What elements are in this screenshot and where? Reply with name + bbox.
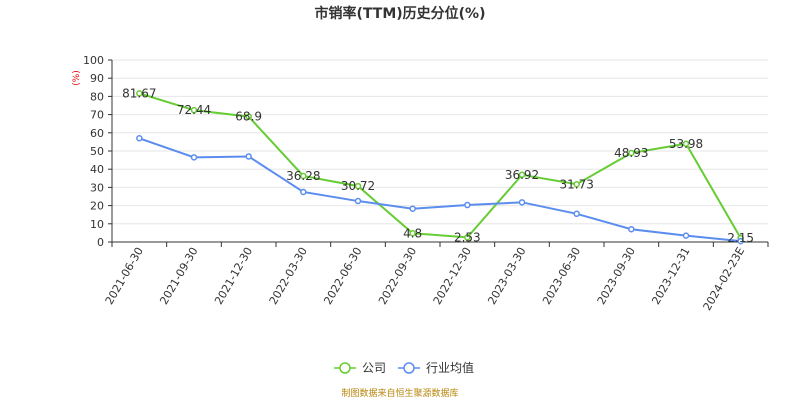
x-tick-label-2023-12-31: 2023-12-31 xyxy=(649,245,692,307)
axes: 0 10 20 30 40 50 60 70 80 90 100 2021-06-30 2021-09-… xyxy=(83,54,769,313)
company-point-3 xyxy=(300,172,307,180)
x-tick-label-2022-06-30: 2022-06-30 xyxy=(321,245,364,307)
company-data-label-8: 31.73 xyxy=(559,177,593,191)
legend-marker-icon xyxy=(403,362,415,374)
industry-average-point-5 xyxy=(409,205,416,212)
legend-label: 公司 xyxy=(362,361,386,375)
industry-average-point-8 xyxy=(573,210,580,218)
series-lines xyxy=(136,90,744,245)
x-tick-label-2023-09-30: 2023-09-30 xyxy=(595,245,638,307)
company-data-label-5: 4.8 xyxy=(403,226,422,240)
x-tick-label-2021-12-30: 2021-12-30 xyxy=(212,245,255,307)
y-tick-label-70: 70 xyxy=(90,109,104,122)
company-point-2 xyxy=(245,113,252,120)
source-note: 制图数据来自恒生聚源数据库 xyxy=(341,387,458,399)
industry-average-line xyxy=(139,137,741,243)
y-tick-label-0: 0 xyxy=(97,236,104,249)
company-point-1 xyxy=(190,106,198,114)
company-point-7 xyxy=(518,171,526,179)
company-data-label-10: 53.98 xyxy=(669,137,703,151)
company-point-4 xyxy=(354,182,362,190)
legend-marker-icon xyxy=(339,362,351,374)
y-tick-label-20: 20 xyxy=(90,200,104,213)
series-company xyxy=(136,90,744,242)
y-tick-label-10: 10 xyxy=(90,218,104,231)
industry-average-point-2 xyxy=(245,153,252,160)
company-data-label-9: 48.93 xyxy=(614,146,648,160)
industry-average-point-7 xyxy=(518,199,526,206)
industry-average-point-9 xyxy=(628,226,635,233)
legend-item-industry-average[interactable]: 行业均值 xyxy=(398,360,474,375)
legend-label: 行业均值 xyxy=(426,360,474,375)
data-labels: 81.67 72.44 68.9 36.28 30.72 4.8 2.53 36.92 31.7… xyxy=(122,86,754,245)
company-data-label-3: 36.28 xyxy=(286,169,320,183)
industry-average-point-1 xyxy=(190,154,198,161)
y-tick-label-80: 80 xyxy=(90,90,104,103)
company-point-10 xyxy=(682,140,690,148)
x-tick-label-2024-02-23E: 2024-02-23E xyxy=(701,245,748,313)
legend[interactable]: 公司 行业均值 xyxy=(334,360,474,375)
company-point-6 xyxy=(464,234,471,241)
x-tick-label-2021-06-30: 2021-06-30 xyxy=(103,245,146,307)
industry-average-point-3 xyxy=(300,188,307,196)
company-data-label-4: 30.72 xyxy=(341,179,375,193)
x-tick-label-2022-03-30: 2022-03-30 xyxy=(267,245,310,307)
y-axis-unit-label: (%) xyxy=(72,70,82,86)
x-tick-label-2023-06-30: 2023-06-30 xyxy=(540,245,583,307)
y-tick-label-30: 30 xyxy=(90,181,104,194)
company-data-label-11: 2.15 xyxy=(727,231,754,245)
company-data-label-0: 81.67 xyxy=(122,86,156,100)
industry-average-point-4 xyxy=(354,197,362,205)
series-industry-average xyxy=(136,135,744,245)
company-data-label-2: 68.9 xyxy=(235,110,262,124)
industry-average-point-0 xyxy=(136,135,143,142)
company-data-label-1: 72.44 xyxy=(177,103,211,117)
company-point-0 xyxy=(136,90,143,97)
x-tick-label-2022-12-30: 2022-12-30 xyxy=(431,245,474,307)
chart-title: 市销率(TTM)历史分位(%) xyxy=(315,5,486,22)
x-tick-label-2021-09-30: 2021-09-30 xyxy=(157,245,200,307)
y-tick-label-50: 50 xyxy=(90,145,104,158)
grid-lines xyxy=(112,59,768,225)
company-point-5 xyxy=(409,230,416,237)
company-point-9 xyxy=(628,149,635,157)
x-tick-label-2022-09-30: 2022-09-30 xyxy=(376,245,419,307)
company-point-8 xyxy=(573,181,580,188)
company-data-label-6: 2.53 xyxy=(454,230,481,244)
industry-average-point-11 xyxy=(737,237,744,245)
x-tick-label-2023-03-30: 2023-03-30 xyxy=(485,245,528,307)
y-tick-label-90: 90 xyxy=(90,72,104,85)
industry-average-point-6 xyxy=(464,201,471,209)
y-tick-label-100: 100 xyxy=(83,54,104,67)
company-line xyxy=(139,92,742,239)
legend-item-company[interactable]: 公司 xyxy=(334,361,386,375)
y-tick-label-40: 40 xyxy=(90,163,104,176)
company-data-label-7: 36.92 xyxy=(505,168,539,182)
y-tick-label-60: 60 xyxy=(90,127,104,140)
industry-average-point-10 xyxy=(682,232,690,239)
